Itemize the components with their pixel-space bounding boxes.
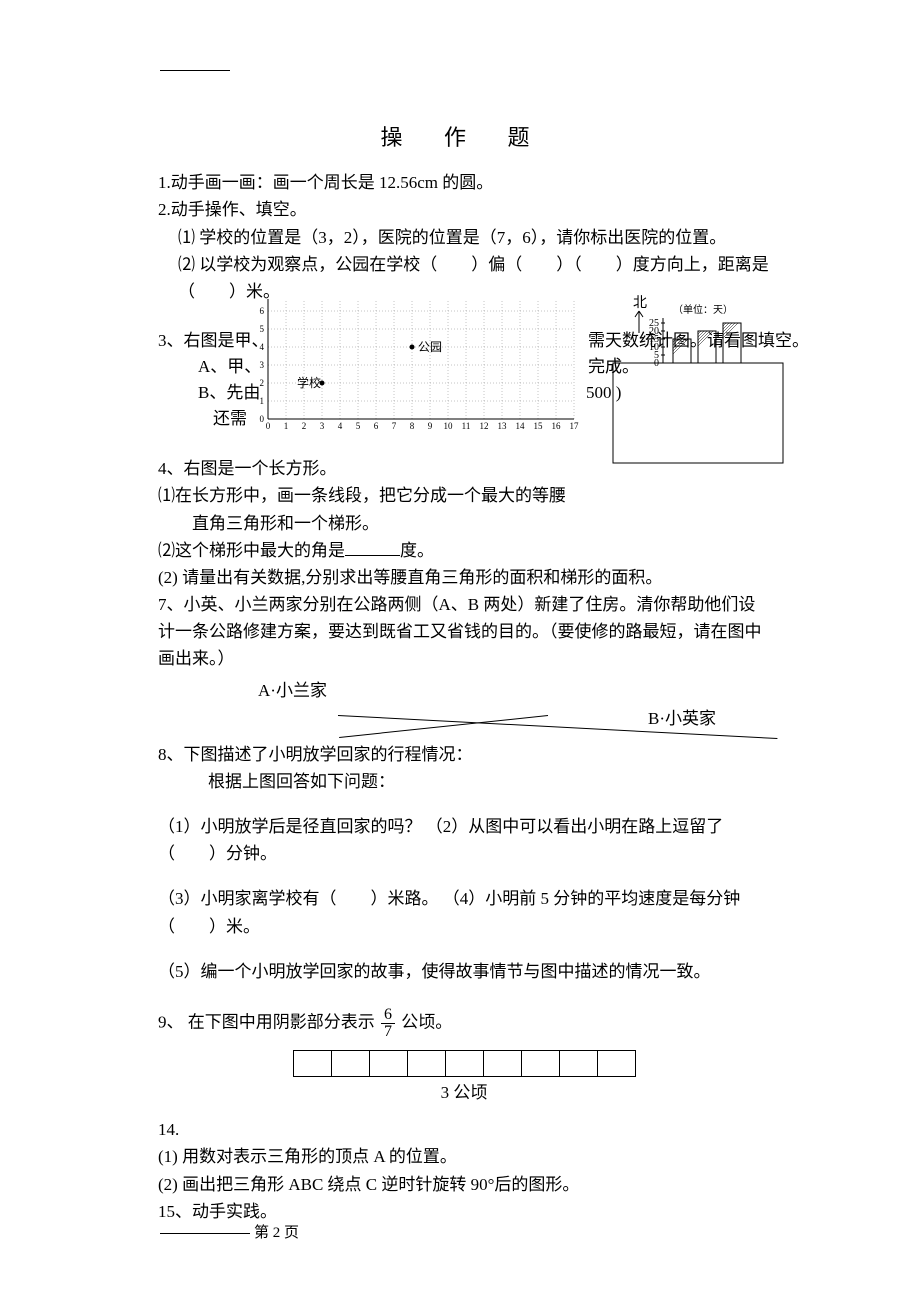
svg-text:9: 9 [428, 421, 433, 431]
label-b: B·小英家 [648, 705, 716, 732]
label-a: A·小兰家 [258, 677, 327, 704]
svg-text:北: 北 [633, 295, 647, 311]
q4-2a: ⑵这个梯形中最大的角是 [158, 541, 345, 560]
q3-a: A、甲、 [198, 357, 261, 376]
frac-den: 7 [381, 1024, 395, 1040]
svg-text:1: 1 [284, 421, 289, 431]
road-figure: A·小兰家 B·小英家 [158, 677, 770, 737]
svg-text:0: 0 [260, 414, 265, 424]
q9: 9、 在下图中用阴影部分表示 67 公顷。 [158, 1007, 770, 1040]
header-rule [160, 70, 230, 71]
q4-1b: 直角三角形和一个梯形。 [158, 510, 770, 537]
cell [483, 1050, 521, 1076]
svg-text:公园: 公园 [418, 340, 442, 354]
q3-a-tail: 完成。 [588, 357, 639, 376]
q3-head: 3、右图是甲、 [158, 331, 269, 350]
q3-b1-tail: 500 ) [586, 383, 621, 402]
q14: 14. [158, 1116, 770, 1143]
bar-chart: 北（单位：天）0510152025 [603, 293, 813, 473]
svg-text:13: 13 [498, 421, 508, 431]
q14-1: (1) 用数对表示三角形的顶点 A 的位置。 [158, 1143, 770, 1170]
footer-text: 第 2 页 [254, 1225, 299, 1241]
svg-text:6: 6 [260, 306, 265, 316]
table-row [293, 1050, 635, 1076]
svg-text:17: 17 [570, 421, 580, 431]
svg-text:学校: 学校 [297, 375, 321, 390]
cell [293, 1050, 331, 1076]
q4-1: ⑴在长方形中，画一条线段，把它分成一个最大的等腰 [158, 482, 770, 509]
svg-text:7: 7 [392, 421, 397, 431]
cell [559, 1050, 597, 1076]
q4-2b: 度。 [400, 541, 434, 560]
footer-rule [160, 1233, 250, 1234]
svg-text:12: 12 [480, 421, 489, 431]
svg-text:（单位：天）: （单位：天） [673, 303, 733, 316]
q8-2: 根据上图回答如下问题： [158, 768, 770, 795]
q4-2: ⑵这个梯形中最大的角是 度。 [158, 537, 770, 564]
q8-5: （5）编一个小明放学回家的故事，使得故事情节与图中描述的情况一致。 [158, 958, 770, 985]
cell [331, 1050, 369, 1076]
q2-1: ⑴ 学校的位置是（3，2），医院的位置是（7，6），请你标出医院的位置。 [158, 224, 770, 251]
cell [407, 1050, 445, 1076]
cell [445, 1050, 483, 1076]
q3-tail: 需天数统计图。请看图填空。 [588, 331, 809, 350]
q8-4: （3）小明家离学校有（ ）米路。 （4）小明前 5 分钟的平均速度是每分钟（ ）… [158, 885, 770, 939]
svg-text:3: 3 [320, 421, 325, 431]
coordinate-grid: 0123456789101112131415161701234567学校公园 [248, 299, 588, 434]
svg-text:2: 2 [302, 421, 307, 431]
q9-a: 9、 在下图中用阴影部分表示 [158, 1012, 379, 1031]
svg-text:4: 4 [338, 421, 343, 431]
blank-angle [345, 539, 400, 556]
q2-head: 2.动手操作、填空。 [158, 196, 770, 223]
cell [597, 1050, 635, 1076]
cell [369, 1050, 407, 1076]
svg-text:5: 5 [356, 421, 361, 431]
hectare-table [293, 1050, 636, 1077]
page-title: 操 作 题 [158, 120, 770, 155]
q7: 7、小英、小兰两家分别在公路两侧（A、B 两处）新建了住房。清你帮助他们设计一条… [158, 591, 770, 673]
svg-text:6: 6 [374, 421, 379, 431]
svg-text:8: 8 [410, 421, 415, 431]
q8-3: （1）小明放学后是径直回家的吗？ （2）从图中可以看出小明在路上逗留了（ ）分钟… [158, 813, 770, 867]
q8-1: 8、下图描述了小明放学回家的行程情况： [158, 741, 770, 768]
q1: 1.动手画一画：画一个周长是 12.56cm 的圆。 [158, 169, 770, 196]
page-content: 操 作 题 1.动手画一画：画一个周长是 12.56cm 的圆。 2.动手操作、… [0, 60, 920, 1225]
hectare-label: 3 公顷 [158, 1079, 770, 1106]
svg-text:0: 0 [266, 421, 271, 431]
q4-3: (2) 请量出有关数据,分别求出等腰直角三角形的面积和梯形的面积。 [158, 564, 770, 591]
svg-text:16: 16 [552, 421, 562, 431]
fraction: 67 [381, 1007, 395, 1040]
q3-b2: 还需 [213, 409, 247, 428]
road-line-left [339, 715, 548, 738]
cell [521, 1050, 559, 1076]
page-footer: 第 2 页 [160, 1221, 299, 1242]
q14-2: (2) 画出把三角形 ABC 绕点 C 逆时针旋转 90°后的图形。 [158, 1171, 770, 1198]
q3-b1: B、先由 [198, 383, 260, 402]
q3-block: 0123456789101112131415161701234567学校公园 北… [158, 305, 770, 455]
svg-text:15: 15 [534, 421, 544, 431]
q9-b: 公顷。 [397, 1012, 452, 1031]
svg-text:14: 14 [516, 421, 526, 431]
svg-text:10: 10 [444, 421, 454, 431]
frac-num: 6 [381, 1007, 395, 1024]
svg-text:11: 11 [462, 421, 471, 431]
